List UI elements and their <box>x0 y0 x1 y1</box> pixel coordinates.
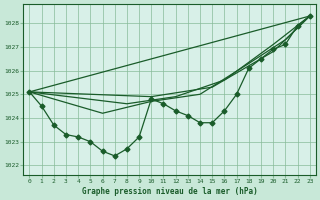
X-axis label: Graphe pression niveau de la mer (hPa): Graphe pression niveau de la mer (hPa) <box>82 187 258 196</box>
